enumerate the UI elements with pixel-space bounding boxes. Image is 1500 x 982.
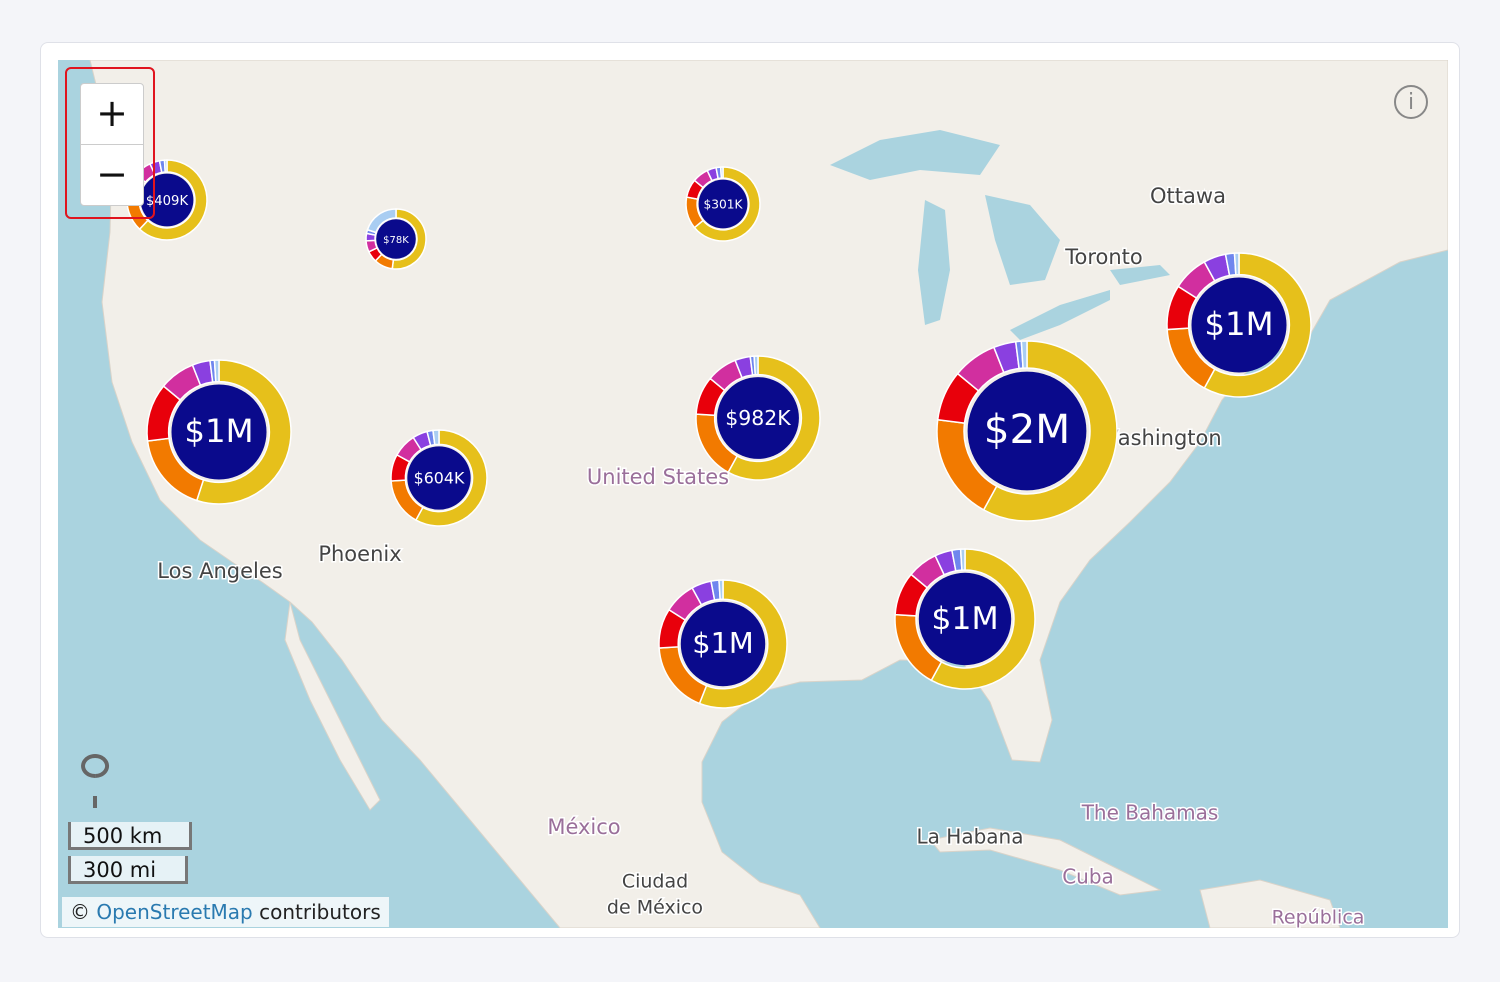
cluster[interactable]: $2M [936,340,1118,522]
cluster-center [407,446,471,510]
baja [284,601,381,811]
cluster-label: $2M [984,405,1070,453]
copyright: © [70,900,90,924]
map-label: de México [607,897,703,919]
donut-segment [1203,252,1312,398]
donut-segment [1020,340,1028,369]
map-label: Los Angeles [157,559,282,583]
donut-segment [718,579,724,601]
cluster[interactable]: $1M [658,579,788,709]
donut-segment [982,340,1118,522]
zoom-in-button[interactable]: + [80,83,144,145]
donut-segment [959,548,966,571]
cluster-label: $982K [725,406,791,430]
cluster-center [918,572,1012,666]
map-labels: Ottawa Toronto Washington United States Los … [156,183,1366,929]
donut-segment [432,429,440,446]
cluster-center [698,179,748,229]
cluster-center [680,601,766,687]
cluster-label: $1M [692,626,754,660]
cluster-label: $78K [383,235,409,246]
cluster-label: $409K [146,194,189,209]
cluster[interactable]: $301K [685,166,761,242]
donut-segment [366,208,397,234]
map-label: México [547,815,620,839]
cluster[interactable]: $1M [894,548,1036,690]
cluster-label: $1M [184,412,253,450]
map-label: Toronto [1064,245,1143,269]
cluster[interactable]: $982K [695,355,821,481]
clusters: $409K $78K $301K $1M $604K $982K $2M $1M $1M $1M [126,159,1312,709]
cluster-center [171,384,267,480]
lake-michigan [918,200,950,325]
info-icon-ring [1394,85,1428,119]
donut-segment [753,355,759,376]
map: Ottawa Toronto Washington United States Los … [58,60,1448,928]
map-label: Phoenix [318,542,401,566]
donut-segment [727,355,821,481]
map-label: Ottawa [1150,184,1226,208]
map-label: República [1272,907,1365,929]
attribution: © OpenStreetMap contributors [62,897,389,927]
donut-segment [693,166,761,242]
lake-huron [985,195,1060,285]
scale-imperial: 300 mi [68,856,188,884]
attribution-text: contributors [259,900,381,924]
cluster[interactable]: $1M [146,359,292,505]
lasso-icon[interactable] [81,754,110,808]
info-icon[interactable]: i [1408,90,1414,115]
cluster-center [717,377,799,459]
cluster-center [1191,277,1287,373]
donut-segment [138,159,208,241]
donut-segment [1233,252,1240,276]
cluster[interactable]: $1M [1166,252,1312,398]
donut-segment [414,429,488,527]
donut-segment [719,166,724,179]
donut-segment [213,359,220,383]
osm-link[interactable]: OpenStreetMap [96,900,253,924]
map-label: United States [587,465,729,489]
highlight-box [65,67,155,219]
map-label: The Bahamas [1081,801,1219,825]
donut-segment [163,159,168,173]
cluster-label: $1M [931,601,998,637]
cuba [929,827,1162,896]
donut-segment [698,579,788,709]
map-label: La Habana [917,825,1024,849]
cluster[interactable]: $78K [365,208,427,270]
cluster-label: $604K [414,469,465,488]
cluster-label: $301K [703,198,743,212]
cluster-center [376,219,416,259]
map-label: Washington [1098,426,1221,450]
zoom-out-button[interactable]: − [80,144,144,206]
map-label: Ciudad [622,871,688,893]
donut-segment [195,359,292,505]
lake-superior [830,130,1000,180]
scale-metric: 500 km [68,822,192,850]
map-label: Cuba [1062,865,1114,889]
donut-segment [930,548,1036,690]
cluster[interactable]: $604K [390,429,488,527]
cluster[interactable]: $409K [126,159,208,241]
hispaniola [1199,879,1341,928]
cluster-label: $1M [1204,305,1273,343]
lake-erie [1010,290,1110,340]
lake-ontario [1110,265,1170,285]
land [89,60,1448,928]
cluster-center [967,371,1087,491]
